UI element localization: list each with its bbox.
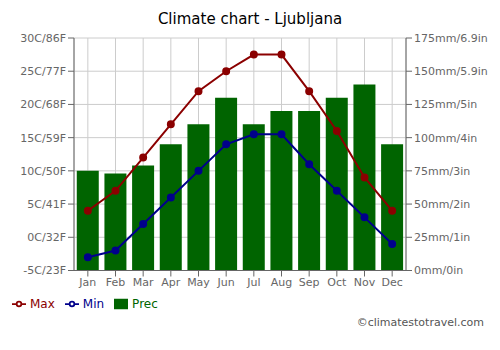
svg-text:Jun: Jun bbox=[217, 276, 235, 289]
svg-text:25C/77F: 25C/77F bbox=[20, 65, 66, 78]
html-text:Min: Min bbox=[82, 296, 105, 311]
svg-text:10C/50F: 10C/50F bbox=[20, 165, 66, 178]
html-text:Prec: Prec bbox=[132, 296, 158, 311]
svg-text:0mm/0in: 0mm/0in bbox=[414, 264, 463, 277]
svg-text:125mm/5in: 125mm/5in bbox=[414, 98, 477, 111]
html-text:Max: Max bbox=[30, 296, 55, 311]
svg-text:Aug: Aug bbox=[271, 276, 292, 289]
svg-text:Mar: Mar bbox=[133, 276, 154, 289]
svg-text:May: May bbox=[187, 276, 210, 289]
svg-text:Jan: Jan bbox=[78, 276, 96, 289]
svg-text:150mm/5.9in: 150mm/5.9in bbox=[414, 65, 488, 78]
svg-text:Nov: Nov bbox=[354, 276, 376, 289]
svg-text:0C/32F: 0C/32F bbox=[27, 231, 66, 244]
svg-text:Oct: Oct bbox=[327, 276, 347, 289]
html-text:Climate chart - Ljubljana: Climate chart - Ljubljana bbox=[157, 10, 343, 28]
svg-text:Sep: Sep bbox=[299, 276, 320, 289]
svg-text:175mm/6.9in: 175mm/6.9in bbox=[414, 32, 488, 45]
html-text:©climatestotravel.com: ©climatestotravel.com bbox=[356, 316, 484, 329]
svg-text:50mm/2in: 50mm/2in bbox=[414, 198, 470, 211]
svg-text:-5C/23F: -5C/23F bbox=[23, 264, 66, 277]
svg-text:30C/86F: 30C/86F bbox=[20, 32, 66, 45]
svg-text:5C/41F: 5C/41F bbox=[27, 198, 66, 211]
svg-text:Jul: Jul bbox=[246, 276, 260, 289]
svg-text:20C/68F: 20C/68F bbox=[20, 98, 66, 111]
svg-text:Feb: Feb bbox=[106, 276, 125, 289]
svg-text:25mm/1in: 25mm/1in bbox=[414, 231, 470, 244]
svg-text:Apr: Apr bbox=[161, 276, 181, 289]
svg-text:100mm/4in: 100mm/4in bbox=[414, 132, 477, 145]
svg-text:Dec: Dec bbox=[382, 276, 403, 289]
svg-text:15C/59F: 15C/59F bbox=[20, 132, 66, 145]
svg-text:75mm/3in: 75mm/3in bbox=[414, 165, 470, 178]
